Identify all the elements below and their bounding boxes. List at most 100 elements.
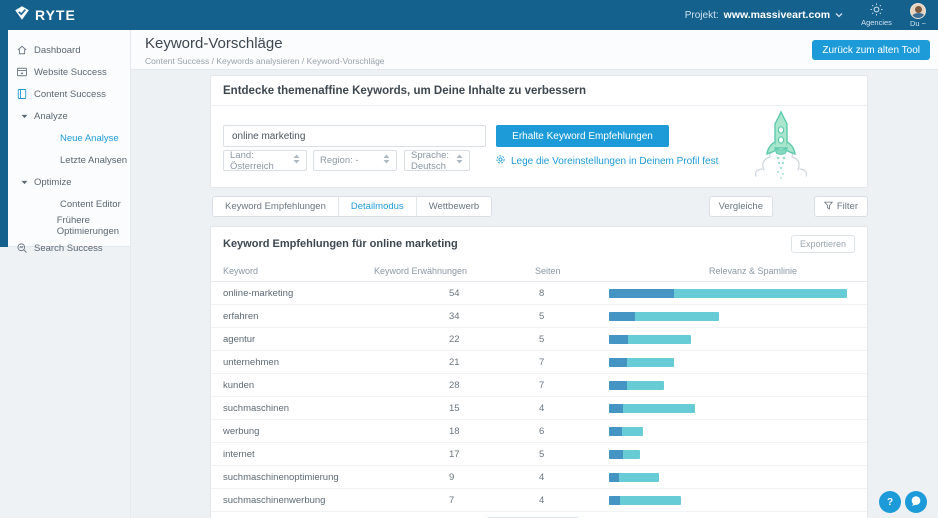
country-select[interactable]: Land: Österreich (223, 150, 307, 172)
relevance-bar-segment (609, 380, 627, 390)
row-pages: 4 (539, 402, 545, 414)
region-select[interactable]: Region: - (313, 150, 397, 171)
export-button[interactable]: Exportieren (790, 235, 855, 253)
row-keyword: agentur (223, 333, 256, 345)
column-pages[interactable]: Seiten (535, 266, 561, 276)
agencies-label: Agencies (861, 18, 892, 27)
tab-detailmodus[interactable]: Detailmodus (338, 197, 417, 216)
row-pages: 5 (539, 333, 545, 345)
chat-button[interactable] (905, 491, 927, 513)
chat-bubble-icon (910, 495, 922, 510)
column-relevance[interactable]: Relevanz & Spamlinie (709, 266, 798, 276)
row-keyword: werbung (223, 425, 260, 437)
keyword-input[interactable] (223, 125, 486, 147)
project-value: www.massiveart.com (723, 9, 831, 21)
spamline-bar-segment (609, 426, 643, 436)
spamline-bar-segment (609, 472, 660, 482)
view-toolbar: Keyword Empfehlungen Detailmodus Wettbewer… (210, 196, 868, 217)
row-keyword: unternehmen (223, 356, 279, 368)
search-icon (15, 242, 28, 254)
sort-arrows-icon (293, 154, 300, 167)
agencies-button[interactable]: Agencies (861, 3, 892, 27)
ryte-shield-icon (14, 5, 30, 26)
spamline-bar-segment (609, 357, 674, 367)
table-row[interactable]: suchmaschinenoptimierung 9 4 (211, 466, 867, 489)
relevance-bar (609, 311, 849, 321)
spamline-bar-segment (609, 334, 691, 344)
caret-down-icon (20, 114, 28, 119)
sidebar-item-optimize[interactable]: Optimize (8, 171, 130, 193)
table-row[interactable]: kunden 28 7 (211, 374, 867, 397)
row-mentions: 9 (449, 471, 455, 483)
spamline-bar-segment (609, 288, 847, 298)
sidebar-rail (0, 30, 8, 247)
avatar (909, 2, 926, 19)
row-pages: 7 (539, 356, 545, 368)
relevance-bar-segment (609, 288, 674, 298)
column-mentions[interactable]: Keyword Erwähnungen (374, 266, 468, 276)
spamline-bar-segment (609, 495, 681, 505)
agencies-icon (870, 3, 883, 18)
table-row[interactable]: werbung 18 6 (211, 420, 867, 443)
row-mentions: 17 (449, 448, 460, 460)
relevance-bar-segment (609, 357, 627, 367)
help-button[interactable]: ? (879, 491, 901, 513)
rocket-illustration (726, 108, 836, 184)
user-menu[interactable]: Du ~ (909, 2, 926, 28)
spamline-bar-segment (609, 311, 720, 321)
sidebar-item-content-editor[interactable]: Content Editor (60, 198, 121, 210)
filter-button[interactable]: Filter (813, 196, 868, 217)
gear-icon (495, 154, 506, 168)
sidebar-item-dashboard[interactable]: Dashboard (8, 39, 130, 61)
sidebar: Dashboard Website Success Content Succes… (8, 30, 131, 254)
sidebar-item-fr-here-optimierungen[interactable]: Frühere Optimierungen (56, 215, 120, 237)
relevance-bar-segment (609, 403, 624, 413)
website-icon (15, 66, 28, 78)
table-row[interactable]: suchmaschinen 15 4 (211, 397, 867, 420)
table-row[interactable]: online-marketing 54 8 (211, 282, 867, 305)
relevance-bar-segment (609, 495, 620, 505)
user-label: Du ~ (909, 18, 926, 28)
tab-keyword-empfehlungen[interactable]: Keyword Empfehlungen (213, 197, 339, 216)
sidebar-item-content-success[interactable]: Content Success (8, 83, 130, 105)
ryte-logo[interactable]: RYTE (14, 5, 76, 26)
table-row[interactable]: erfahren 34 5 (211, 305, 867, 328)
sidebar-item-website-success[interactable]: Website Success (8, 61, 130, 83)
project-label: Projekt: (684, 9, 719, 21)
project-selector[interactable]: Projekt: www.massiveart.com (685, 9, 843, 21)
get-recommendations-button[interactable]: Erhalte Keyword Empfehlungen (496, 125, 669, 147)
sidebar-item-analyze[interactable]: Analyze (8, 105, 130, 127)
table-header: Keyword Keyword Erwähnungen Seiten Relev… (211, 263, 867, 282)
relevance-bar (609, 426, 849, 436)
row-pages: 5 (539, 310, 545, 322)
back-to-old-tool-button[interactable]: Zurück zum alten Tool (812, 40, 930, 60)
relevance-bar (609, 357, 849, 367)
row-keyword: kunden (223, 379, 255, 391)
tab-wettbewerb[interactable]: Wettbewerb (416, 197, 492, 216)
row-mentions: 22 (449, 333, 460, 345)
table-row[interactable]: suchmaschinenwerbung 7 4 (211, 489, 867, 512)
sidebar-item-letzte-analysen[interactable]: Letzte Analysen (60, 154, 128, 166)
page-header: Keyword-Vorschläge Content Success / Key… (131, 30, 938, 70)
row-keyword: erfahren (223, 310, 259, 322)
row-mentions: 15 (449, 402, 460, 414)
language-select[interactable]: Sprache: Deutsch (404, 150, 470, 172)
table-row[interactable]: internet 17 5 (211, 443, 867, 466)
row-pages: 7 (539, 379, 545, 391)
view-tabs: Keyword Empfehlungen Detailmodus Wettbewer… (212, 196, 493, 217)
row-mentions: 34 (449, 310, 460, 322)
compare-button[interactable]: Vergleiche (708, 196, 773, 217)
column-keyword[interactable]: Keyword (223, 266, 259, 276)
table-row[interactable]: agentur 22 5 (211, 328, 867, 351)
profile-settings-link[interactable]: Lege die Voreinstellungen in Deinem Prof… (495, 154, 718, 168)
spamline-bar-segment (609, 449, 641, 459)
sidebar-item-neue-analyse[interactable]: Neue Analyse (60, 132, 119, 144)
relevance-bar (609, 472, 849, 482)
relevance-bar (609, 380, 849, 390)
sort-arrows-icon (456, 154, 463, 167)
relevance-bar-segment (609, 426, 623, 436)
table-row[interactable]: unternehmen 21 7 (211, 351, 867, 374)
spamline-bar-segment (609, 380, 665, 390)
sidebar-item-search-success[interactable]: Search Success (8, 237, 130, 259)
relevance-bar-segment (609, 311, 636, 321)
